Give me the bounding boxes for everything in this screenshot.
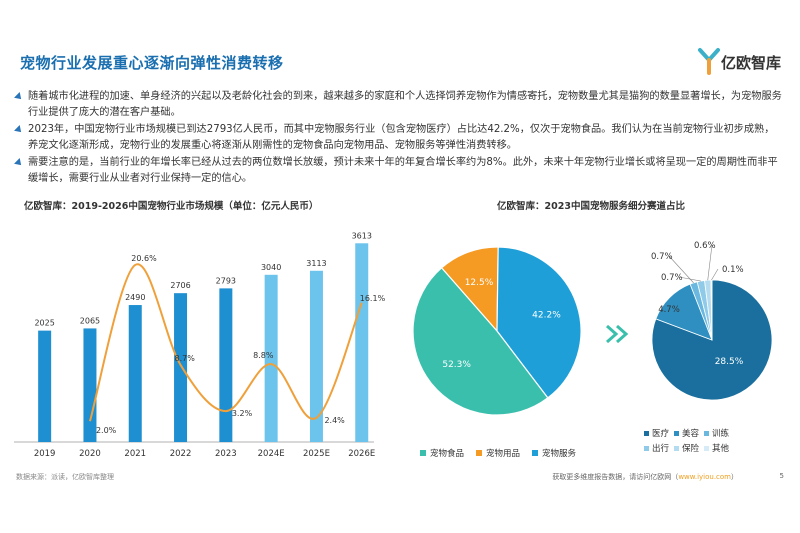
growth-rate-label: 16.1%: [360, 294, 386, 303]
legend-swatch: [704, 431, 709, 436]
diamond-bullet-icon: [14, 125, 24, 135]
main-pie-legend: 宠物食品 宠物用品 宠物服务: [420, 448, 577, 459]
breakdown-slice-label: 28.5%: [715, 357, 744, 367]
legend-label: 出行: [652, 443, 670, 454]
x-tick-label: 2022: [170, 449, 192, 459]
leader-line: [711, 268, 719, 281]
pie-slice-label: 42.2%: [532, 311, 561, 321]
footer-url-link[interactable]: www.iyiou.com: [678, 473, 731, 481]
growth-rate-label: 2.4%: [324, 416, 345, 425]
bar-2020: [83, 328, 97, 442]
service-share-chart: 12.5% 42.2% 52.3% 28.5% 4.7% 0.7% 0.7% 0.6% 0.1%…: [412, 241, 773, 459]
legend-label: 其他: [712, 443, 730, 454]
market-size-chart: 2025 2019 2065 2020 2490 2021 2706 2022 2793 2023…: [14, 231, 386, 459]
growth-rate-line: [88, 263, 363, 422]
legend-label: 宠物用品: [486, 448, 520, 459]
bar-2019: [38, 330, 52, 442]
bar-value-label: 3613: [352, 231, 372, 240]
legend-swatch: [644, 446, 649, 451]
bar-2025E: [309, 270, 323, 442]
pie-slice-宠物用品: [440, 246, 499, 333]
legend-swatch: [532, 450, 538, 456]
bar-2023: [219, 288, 233, 442]
bar-2026E: [355, 243, 369, 442]
bullet-list: 随着城市化进程的加速、单身经济的兴起以及老龄化社会的到来，越来越多的家庭和个人选…: [14, 89, 784, 188]
pie-slice-宠物食品: [412, 267, 549, 416]
breakdown-slice-label: 0.6%: [694, 241, 716, 251]
diamond-bullet-icon: [14, 158, 24, 168]
breakdown-slice-label: 0.7%: [661, 273, 683, 283]
logo: 亿欧智库: [697, 46, 787, 78]
leader-line: [668, 255, 694, 284]
growth-rate-label: 3.2%: [232, 409, 253, 418]
breakdown-slice-label: 4.7%: [658, 305, 680, 315]
pie-chart-title: 亿欧智库：2023中国宠物服务细分赛道占比: [497, 201, 685, 212]
bullet-item: 2023年，中国宠物行业市场规模已到达2793亿人民币，而其中宠物服务行业（包含…: [14, 122, 784, 154]
bar-2021: [128, 305, 142, 442]
legend-label: 保险: [682, 443, 700, 454]
legend-swatch: [674, 431, 679, 436]
legend-swatch: [644, 431, 649, 436]
breakdown-slice-label: 0.7%: [651, 252, 673, 262]
growth-rate-label: 8.8%: [253, 351, 274, 360]
bar-value-label: 3113: [306, 259, 326, 268]
bar-2022: [174, 293, 188, 442]
logo-text: 亿欧智库: [721, 54, 782, 72]
x-tick-label: 2023: [215, 449, 237, 459]
bullet-item: 随着城市化进程的加速、单身经济的兴起以及老龄化社会的到来，越来越多的家庭和个人选…: [14, 89, 784, 121]
growth-rate-label: 8.7%: [175, 354, 196, 363]
bar-value-label: 2706: [170, 281, 190, 290]
legend-label: 宠物食品: [430, 448, 464, 459]
legend-label: 训练: [712, 428, 730, 439]
double-chevron-icon: [606, 324, 629, 344]
x-tick-label: 2024E: [258, 449, 285, 459]
pie-slice-宠物服务: [496, 246, 582, 399]
x-tick-label: 2025E: [303, 449, 330, 459]
breakdown-slice-label: 0.1%: [722, 265, 744, 275]
bar-value-label: 3040: [261, 263, 281, 272]
pie-slice-label: 12.5%: [465, 278, 494, 288]
leader-line: [678, 276, 701, 282]
page-title: 宠物行业发展重心逐渐向弹性消费转移: [20, 54, 284, 72]
bullet-item: 需要注意的是，当前行业的年增长率已经从过去的两位数增长放缓，预计未来十年的年复合…: [14, 155, 784, 187]
footer-source: 数据来源：派读，亿欧智库整理: [16, 473, 114, 481]
legend-swatch: [476, 450, 482, 456]
legend-swatch: [704, 446, 709, 451]
bar-chart-title: 亿欧智库：2019-2026中国宠物行业市场规模（单位：亿元人民币）: [24, 201, 319, 212]
growth-rate-label: 20.6%: [131, 254, 157, 263]
bullet-text: 2023年，中国宠物行业市场规模已到达2793亿人民币，而其中宠物服务行业（包含…: [28, 124, 775, 151]
bullet-text: 需要注意的是，当前行业的年增长率已经从过去的两位数增长放缓，预计未来十年的年复合…: [28, 157, 778, 184]
x-tick-label: 2026E: [348, 449, 375, 459]
bullet-text: 随着城市化进程的加速、单身经济的兴起以及老龄化社会的到来，越来越多的家庭和个人选…: [28, 91, 782, 118]
legend-label: 美容: [682, 428, 700, 439]
bar-value-label: 2490: [125, 293, 145, 302]
x-tick-label: 2020: [79, 449, 101, 459]
page-number: 5: [779, 472, 784, 480]
legend-swatch: [420, 450, 426, 456]
leader-line: [707, 244, 713, 281]
legend-swatch: [674, 446, 679, 451]
bar-2024E: [264, 274, 278, 442]
x-tick-label: 2019: [34, 449, 56, 459]
breakdown-slice-其他: [710, 279, 713, 341]
legend-label: 医疗: [652, 428, 670, 439]
logo-mark-icon: [698, 48, 720, 75]
bar-value-label: 2025: [34, 319, 54, 328]
x-tick-label: 2021: [124, 449, 146, 459]
footer-close-text: ）: [731, 473, 738, 481]
pie-slice-label: 52.3%: [442, 360, 471, 370]
bar-value-label: 2793: [216, 276, 236, 285]
footer-more-text: 获取更多维度报告数据，请访问亿欧网（: [552, 473, 679, 481]
bar-value-label: 2065: [80, 316, 100, 325]
growth-rate-label: 2.0%: [96, 426, 117, 435]
legend-label: 宠物服务: [542, 448, 577, 459]
footer-more: 获取更多维度报告数据，请访问亿欧网（www.iyiou.com）: [552, 472, 738, 482]
diamond-bullet-icon: [14, 92, 24, 102]
